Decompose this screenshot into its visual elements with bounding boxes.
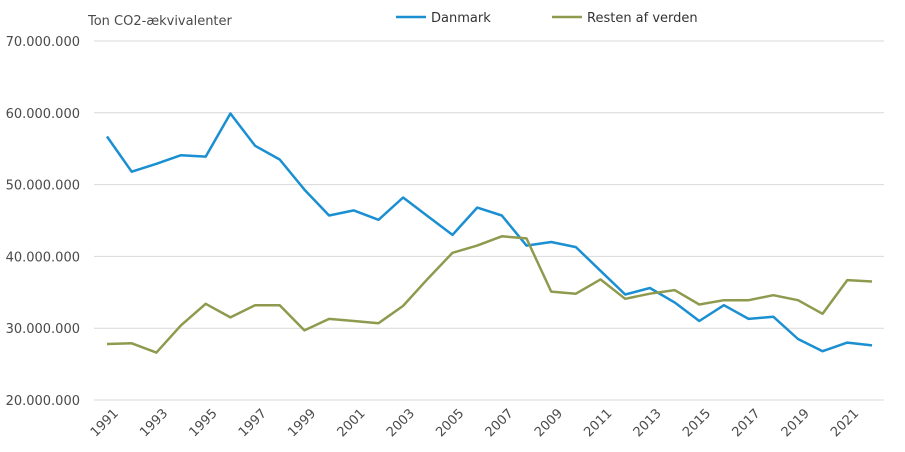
x-tick-label: 2005 [433,406,467,440]
x-tick-label: 2019 [779,406,813,440]
x-tick-label: 2009 [532,406,566,440]
legend-label: Resten af verden [587,11,698,26]
series-lines [105,112,873,354]
y-tick-label: 40.000.000 [6,250,80,265]
x-tick-label: 2015 [680,406,714,440]
y-tick-label: 70.000.000 [6,35,80,50]
x-tick-label: 2007 [483,406,517,440]
x-tick-label: 1993 [137,406,171,440]
y-tick-label: 50.000.000 [6,179,80,194]
y-tick-labels: 20.000.000 30.000.000 40.000.000 50.000.000… [6,35,80,409]
x-tick-label: 2001 [335,406,369,440]
x-tick-label: 1995 [187,406,221,440]
x-tick-labels: 1991 1993 1995 1997 1999 2001 2003 2005 2007 2009… [88,406,862,440]
y-tick-label: 30.000.000 [6,322,80,337]
x-tick-label: 1991 [88,406,122,440]
legend: Danmark Resten af verden [396,11,698,26]
y-tick-label: 20.000.000 [6,394,80,409]
x-tick-label: 2011 [581,406,615,440]
gridlines [94,40,884,401]
x-tick-label: 2017 [729,406,763,440]
x-tick-label: 2013 [631,406,665,440]
x-tick-label: 2003 [384,406,418,440]
y-axis-label: Ton CO2-ækvivalenter [87,14,233,29]
x-tick-label: 1999 [285,406,319,440]
legend-label: Danmark [431,11,491,26]
x-tick-label: 2021 [828,406,862,440]
series-line-1 [105,112,873,353]
x-tick-label: 1997 [236,406,270,440]
y-tick-label: 60.000.000 [6,107,80,122]
series-line-2 [106,235,873,354]
